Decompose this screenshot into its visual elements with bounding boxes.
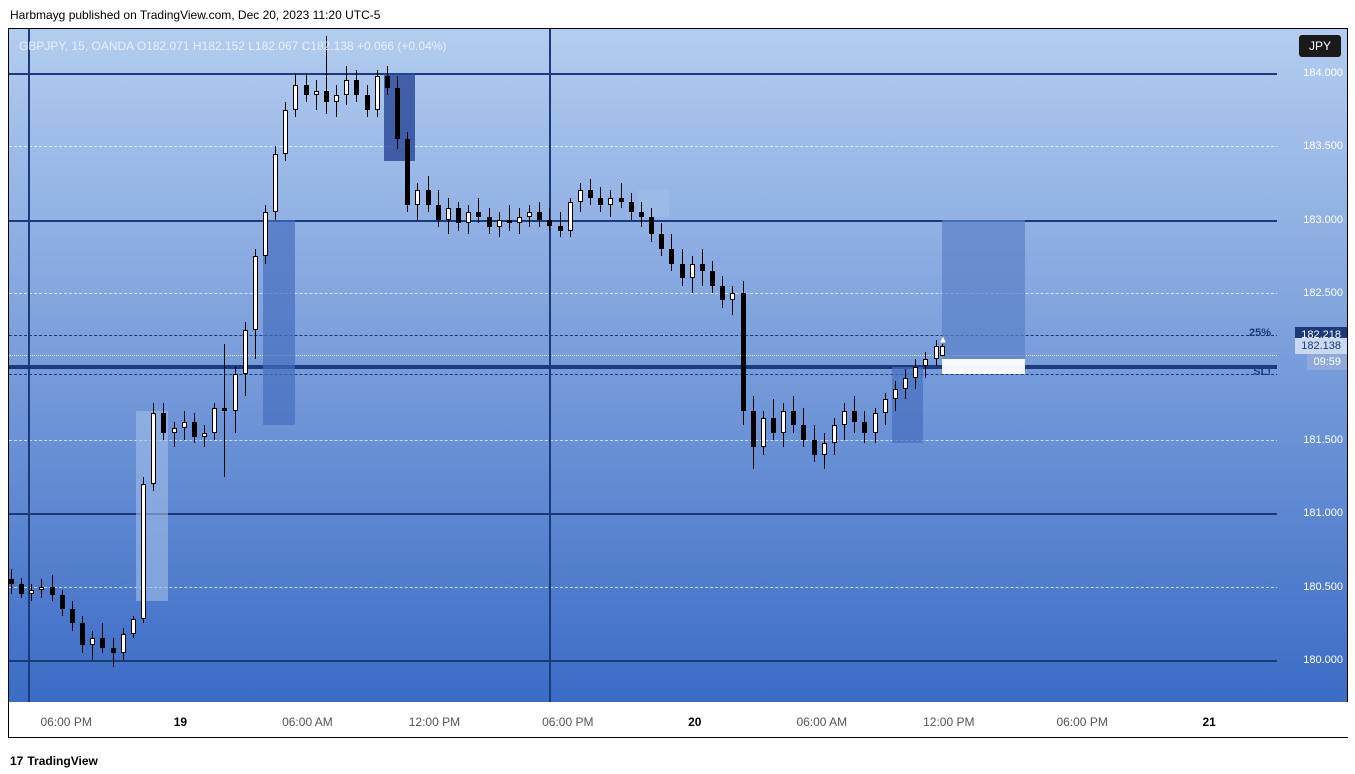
tradingview-icon: 17 (10, 754, 23, 768)
price-arrow-icon: ▲ (938, 334, 948, 345)
publish-info: Harbmayg published on TradingView.com, D… (10, 8, 380, 22)
time-tick: 06:00 AM (796, 715, 847, 729)
price-tick: 183.000 (1303, 214, 1343, 226)
time-tick: 06:00 PM (40, 715, 91, 729)
price-tick: 182.500 (1303, 287, 1343, 299)
time-tick: 19 (174, 715, 187, 729)
footer-brand: 17 TradingView (10, 754, 98, 768)
chart-plot-area[interactable]: GBPJPY, 15, OANDA O182.071 H182.152 L182… (9, 29, 1279, 704)
time-tick: 06:00 AM (282, 715, 333, 729)
chart-container: JPY GBPJPY, 15, OANDA O182.071 H182.152 … (8, 28, 1348, 738)
time-tick: 06:00 PM (542, 715, 593, 729)
time-tick: 12:00 PM (923, 715, 974, 729)
time-axis[interactable]: 06:00 PM 19 06:00 AM 12:00 PM 06:00 PM 20 06:0… (9, 702, 1349, 737)
annotation-25pct: 25% (1249, 327, 1271, 339)
time-tick: 20 (688, 715, 701, 729)
footer-brand-text: TradingView (27, 754, 97, 768)
price-axis[interactable]: 184.000 183.000 181.000 180.000 183.500 182.5… (1277, 29, 1347, 704)
currency-badge[interactable]: JPY (1299, 35, 1341, 57)
price-tick: 183.500 (1303, 140, 1343, 152)
annotation-sl: SL! (1253, 366, 1271, 378)
current-price-marker: 182.138 (1295, 338, 1347, 354)
time-tick: 12:00 PM (409, 715, 460, 729)
price-tick: 181.000 (1303, 507, 1343, 519)
price-tick: 180.500 (1303, 581, 1343, 593)
time-tick: 06:00 PM (1056, 715, 1107, 729)
ticker-info: GBPJPY, 15, OANDA O182.071 H182.152 L182… (19, 39, 446, 53)
price-tick: 184.000 (1303, 67, 1343, 79)
time-tick: 21 (1202, 715, 1215, 729)
price-tick: 181.500 (1303, 434, 1343, 446)
countdown-timer: 09:59 (1307, 354, 1347, 370)
price-tick: 180.000 (1303, 654, 1343, 666)
